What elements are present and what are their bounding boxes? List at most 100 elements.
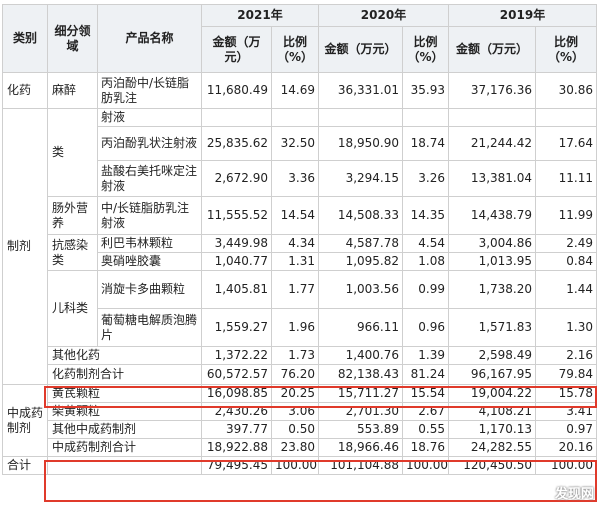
header-year-2021: 2021年 bbox=[201, 4, 319, 27]
subfield-cell: 其他化药 bbox=[47, 346, 202, 365]
subfield-cell: 抗感染类 bbox=[47, 234, 98, 271]
ratio-2021: 100.00 bbox=[271, 456, 319, 475]
product-cell: 丙泊酚乳状注射液 bbox=[97, 126, 202, 161]
ratio-2020: 3.26 bbox=[402, 160, 449, 197]
amount-2021: 16,098.85 bbox=[201, 384, 272, 403]
amount-2019: 14,438.79 bbox=[448, 196, 536, 235]
ratio-2021: 4.34 bbox=[271, 234, 319, 253]
product-revenue-table: 类别 细分领域 产品名称 2021年 2020年 2019年 金额（万元） 比例… bbox=[2, 4, 597, 475]
total-label: 合计 bbox=[2, 456, 48, 475]
ratio-2020: 0.96 bbox=[402, 308, 449, 347]
amount-2019: 24,282.55 bbox=[448, 438, 536, 457]
ratio-2021: 0.50 bbox=[271, 420, 319, 439]
amount-2020: 2,701.30 bbox=[318, 402, 403, 421]
ratio-2019: 20.16 bbox=[535, 438, 597, 457]
amount-2020: 553.89 bbox=[318, 420, 403, 439]
amount-2020: 1,003.56 bbox=[318, 270, 403, 309]
product-cell: 盐酸右美托咪定注射液 bbox=[97, 160, 202, 197]
category-cell: 制剂 bbox=[2, 108, 48, 385]
product-cell: 葡萄糖电解质泡腾片 bbox=[97, 308, 202, 347]
ratio-2021: 32.50 bbox=[271, 126, 319, 161]
ratio-2019: 0.97 bbox=[535, 420, 597, 439]
subtotal-label: 化药制剂合计 bbox=[47, 364, 202, 385]
product-cell: 射液 bbox=[97, 108, 202, 127]
ratio-2019: 100.00 bbox=[535, 456, 597, 475]
subfield-cell: 黄芪颗粒 bbox=[47, 384, 202, 403]
amount-2019: 4,108.21 bbox=[448, 402, 536, 421]
ratio-2019: 2.49 bbox=[535, 234, 597, 253]
header-category: 类别 bbox=[2, 4, 48, 73]
table-row: 制剂 类 射液 bbox=[2, 108, 597, 385]
amount-2020: 1,400.76 bbox=[318, 346, 403, 365]
amount-2020: 1,095.82 bbox=[318, 252, 403, 271]
table-row: 奥硝唑胶囊 1,040.77 1.31 1,095.82 1.08 1,013.… bbox=[3, 252, 597, 271]
product-cell: 中/长链脂肪乳注射液 bbox=[97, 196, 202, 235]
ratio-2020: 35.93 bbox=[402, 72, 449, 109]
amount-2019: 1,013.95 bbox=[448, 252, 536, 271]
category-cell: 中成药制剂 bbox=[2, 384, 48, 457]
amount-2021: 397.77 bbox=[201, 420, 272, 439]
ratio-2020: 18.74 bbox=[402, 126, 449, 161]
ratio-2021: 1.73 bbox=[271, 346, 319, 365]
amount-2020: 101,104.88 bbox=[318, 456, 403, 475]
amount-2019: 3,004.86 bbox=[448, 234, 536, 253]
amount-2021: 1,559.27 bbox=[201, 308, 272, 347]
ratio-2019: 2.16 bbox=[535, 346, 597, 365]
ratio-2021: 1.96 bbox=[271, 308, 319, 347]
amount-2020: 14,508.33 bbox=[318, 196, 403, 235]
amount-2019: 96,167.95 bbox=[448, 364, 536, 385]
amount-2021: 1,405.81 bbox=[201, 270, 272, 309]
ratio-2020: 15.54 bbox=[402, 384, 449, 403]
subfield-cell: 柴黄颗粒 bbox=[47, 402, 202, 421]
header-product: 产品名称 bbox=[97, 4, 202, 73]
amount-2020: 966.11 bbox=[318, 308, 403, 347]
amount-2021: 2,430.26 bbox=[201, 402, 272, 421]
watermark: 发现网 bbox=[554, 487, 594, 502]
ratio-2019: 11.99 bbox=[535, 196, 597, 235]
ratio-2019: 79.84 bbox=[535, 364, 597, 385]
amount-2019: 120,450.50 bbox=[448, 456, 536, 475]
header-amount: 金额（万元） bbox=[201, 26, 272, 73]
amount-2021: 25,835.62 bbox=[201, 126, 272, 161]
ratio-2021: 1.31 bbox=[271, 252, 319, 271]
product-cell: 奥硝唑胶囊 bbox=[97, 252, 202, 271]
ratio-2019: 11.11 bbox=[535, 160, 597, 197]
subfield-cell: 类 bbox=[47, 108, 98, 197]
category-cell: 化药 bbox=[2, 72, 48, 109]
table-row: 化药制剂合计 60,572.57 76.20 82,138.43 81.24 9… bbox=[3, 364, 597, 385]
ratio-2021: 76.20 bbox=[271, 364, 319, 385]
ratio-2020: 81.24 bbox=[402, 364, 449, 385]
amount-2019: 2,598.49 bbox=[448, 346, 536, 365]
subfield-cell: 其他中成药制剂 bbox=[47, 420, 202, 439]
ratio-2021: 3.36 bbox=[271, 160, 319, 197]
table-row: 丙泊酚乳状注射液 25,835.62 32.50 18,950.90 18.74… bbox=[3, 126, 597, 161]
ratio-2019: 0.84 bbox=[535, 252, 597, 271]
header-year-2019: 2019年 bbox=[448, 4, 597, 27]
amount-2019: 19,004.22 bbox=[448, 384, 536, 403]
header-year-2020: 2020年 bbox=[318, 4, 449, 27]
ratio-2019: 3.41 bbox=[535, 402, 597, 421]
table-row: 中成药制剂合计 18,922.88 23.80 18,966.46 18.76 … bbox=[3, 438, 597, 457]
amount-2020: 4,587.78 bbox=[318, 234, 403, 253]
amount-2021: 1,372.22 bbox=[201, 346, 272, 365]
table-row: 肠外营养 中/长链脂肪乳注射液 11,555.52 14.54 14,508.3… bbox=[3, 196, 597, 235]
amount-2021: 11,680.49 bbox=[201, 72, 272, 109]
ratio-2019: 1.44 bbox=[535, 270, 597, 309]
amount-2021: 60,572.57 bbox=[201, 364, 272, 385]
ratio-2019: 1.30 bbox=[535, 308, 597, 347]
product-cell: 利巴韦林颗粒 bbox=[97, 234, 202, 253]
amount-2021: 11,555.52 bbox=[201, 196, 272, 235]
amount-2021: 79,495.45 bbox=[201, 456, 272, 475]
amount-2021: 18,922.88 bbox=[201, 438, 272, 457]
amount-2021: 3,449.98 bbox=[201, 234, 272, 253]
subtotal-label: 中成药制剂合计 bbox=[47, 438, 202, 457]
ratio-2020: 100.00 bbox=[402, 456, 449, 475]
ratio-2021: 14.69 bbox=[271, 72, 319, 109]
ratio-2021: 3.06 bbox=[271, 402, 319, 421]
amount-2019: 1,571.83 bbox=[448, 308, 536, 347]
amount-2021: 2,672.90 bbox=[201, 160, 272, 197]
amount-2020: 3,294.15 bbox=[318, 160, 403, 197]
ratio-2021: 23.80 bbox=[271, 438, 319, 457]
ratio-2020: 2.67 bbox=[402, 402, 449, 421]
table-row: 化药 麻醉 丙泊酚中/长链脂肪乳注 11,680.49 14.69 36,331… bbox=[2, 72, 597, 109]
